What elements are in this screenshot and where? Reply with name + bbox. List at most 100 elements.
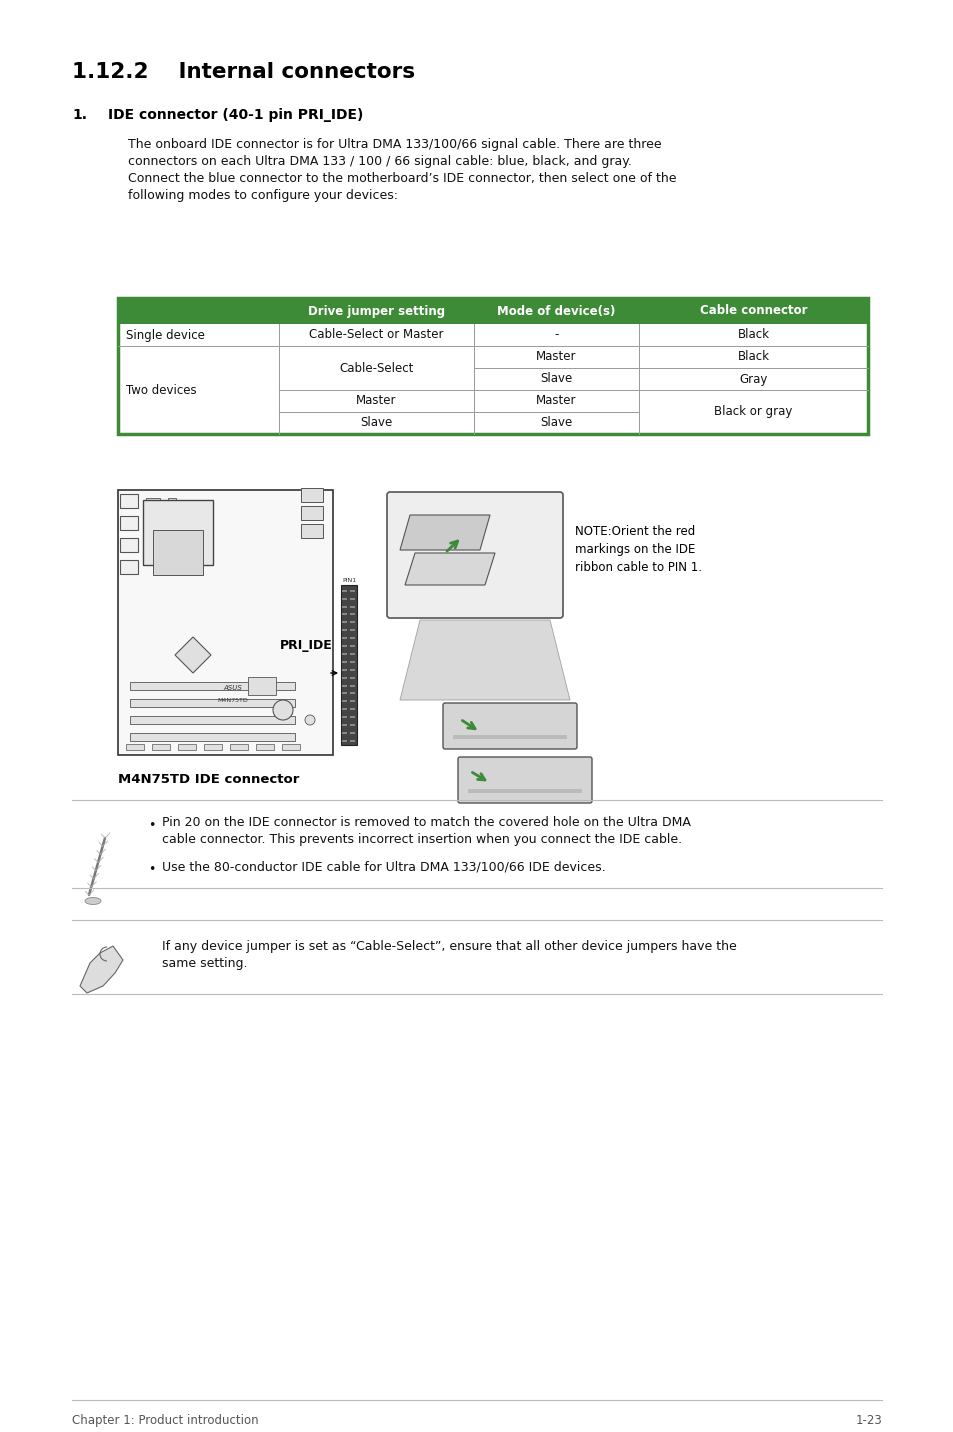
Bar <box>350 732 355 735</box>
Text: M4N75TD IDE connector: M4N75TD IDE connector <box>118 773 299 786</box>
Text: -: - <box>554 328 558 341</box>
Text: PIN1: PIN1 <box>341 579 355 583</box>
Bar <box>146 498 160 508</box>
Bar <box>120 494 138 508</box>
Text: Cable-Select or Master: Cable-Select or Master <box>309 328 443 341</box>
Text: same setting.: same setting. <box>162 957 247 969</box>
Text: Pin 20 on the IDE connector is removed to match the covered hole on the Ultra DM: Pin 20 on the IDE connector is removed t… <box>162 816 690 829</box>
Text: Drive jumper setting: Drive jumper setting <box>308 305 445 318</box>
Bar <box>350 725 355 726</box>
Text: Mode of device(s): Mode of device(s) <box>497 305 615 318</box>
Text: Master: Master <box>536 351 577 364</box>
Bar <box>130 682 294 690</box>
Text: connectors on each Ultra DMA 133 / 100 / 66 signal cable: blue, black, and gray.: connectors on each Ultra DMA 133 / 100 /… <box>128 155 631 168</box>
FancyBboxPatch shape <box>387 493 562 619</box>
Text: Connect the blue connector to the motherboard’s IDE connector, then select one o: Connect the blue connector to the mother… <box>128 172 676 185</box>
Bar <box>342 684 347 686</box>
Bar <box>350 709 355 710</box>
Circle shape <box>273 700 293 720</box>
Bar <box>130 733 294 740</box>
Bar <box>350 693 355 695</box>
Bar <box>342 669 347 670</box>
Text: Cable connector: Cable connector <box>699 305 806 318</box>
Text: The onboard IDE connector is for Ultra DMA 133/100/66 signal cable. There are th: The onboard IDE connector is for Ultra D… <box>128 137 661 150</box>
Polygon shape <box>405 553 495 586</box>
FancyBboxPatch shape <box>442 703 577 749</box>
Bar <box>350 684 355 686</box>
Bar <box>126 745 144 750</box>
Bar <box>453 735 566 739</box>
Bar <box>120 538 138 551</box>
Bar <box>350 653 355 654</box>
Bar <box>350 613 355 616</box>
Text: Slave: Slave <box>539 417 572 430</box>
Bar <box>118 490 333 755</box>
Text: If any device jumper is set as “Cable-Select”, ensure that all other device jump: If any device jumper is set as “Cable-Se… <box>162 939 736 954</box>
Bar <box>204 745 222 750</box>
Bar <box>340 586 356 745</box>
Bar <box>248 677 275 695</box>
Bar <box>342 725 347 726</box>
Bar <box>342 693 347 695</box>
Bar <box>342 606 347 607</box>
Bar <box>342 621 347 623</box>
Bar <box>342 677 347 679</box>
Bar <box>120 560 138 574</box>
Bar <box>350 740 355 742</box>
Bar <box>350 700 355 702</box>
Text: •: • <box>148 863 155 876</box>
Bar <box>130 699 294 707</box>
Text: Chapter 1: Product introduction: Chapter 1: Product introduction <box>71 1413 258 1428</box>
Bar <box>342 637 347 639</box>
Bar <box>255 745 274 750</box>
Bar <box>350 644 355 647</box>
Bar <box>342 629 347 632</box>
Polygon shape <box>80 947 123 992</box>
Bar <box>301 488 323 503</box>
Bar <box>350 669 355 670</box>
Bar <box>168 498 175 505</box>
Bar <box>350 590 355 591</box>
Text: cable connector. This prevents incorrect insertion when you connect the IDE cabl: cable connector. This prevents incorrect… <box>162 833 681 846</box>
Bar <box>301 524 323 538</box>
Bar <box>178 745 195 750</box>
Text: PRI_IDE: PRI_IDE <box>280 639 333 652</box>
Bar <box>350 597 355 600</box>
Text: Black or gray: Black or gray <box>714 405 792 418</box>
Bar <box>152 745 170 750</box>
Bar <box>152 530 203 576</box>
Text: 1-23: 1-23 <box>854 1413 882 1428</box>
Text: Use the 80-conductor IDE cable for Ultra DMA 133/100/66 IDE devices.: Use the 80-conductor IDE cable for Ultra… <box>162 861 605 874</box>
Bar <box>342 653 347 654</box>
Bar <box>350 621 355 623</box>
Bar <box>342 644 347 647</box>
Bar <box>342 740 347 742</box>
Bar <box>282 745 299 750</box>
Text: Master: Master <box>355 394 396 408</box>
Text: Master: Master <box>536 394 577 408</box>
Bar <box>342 716 347 717</box>
Bar <box>350 677 355 679</box>
Ellipse shape <box>85 898 101 905</box>
Bar <box>342 597 347 600</box>
Text: NOTE:Orient the red
markings on the IDE
ribbon cable to PIN 1.: NOTE:Orient the red markings on the IDE … <box>575 526 701 574</box>
Text: M4N75TD: M4N75TD <box>217 697 248 703</box>
Text: Single device: Single device <box>126 328 205 341</box>
Text: •: • <box>148 819 155 832</box>
Bar <box>350 629 355 632</box>
Text: 1.: 1. <box>71 107 87 122</box>
Bar <box>350 660 355 663</box>
Bar <box>342 700 347 702</box>
Bar <box>342 590 347 591</box>
Bar <box>350 716 355 717</box>
Bar <box>118 324 867 434</box>
Bar <box>468 789 581 793</box>
Bar <box>350 606 355 607</box>
Bar <box>342 709 347 710</box>
Bar <box>342 732 347 735</box>
Text: following modes to configure your devices:: following modes to configure your device… <box>128 189 397 202</box>
Polygon shape <box>174 637 211 673</box>
Text: Slave: Slave <box>539 372 572 385</box>
Text: Slave: Slave <box>360 417 393 430</box>
Bar <box>118 298 867 434</box>
